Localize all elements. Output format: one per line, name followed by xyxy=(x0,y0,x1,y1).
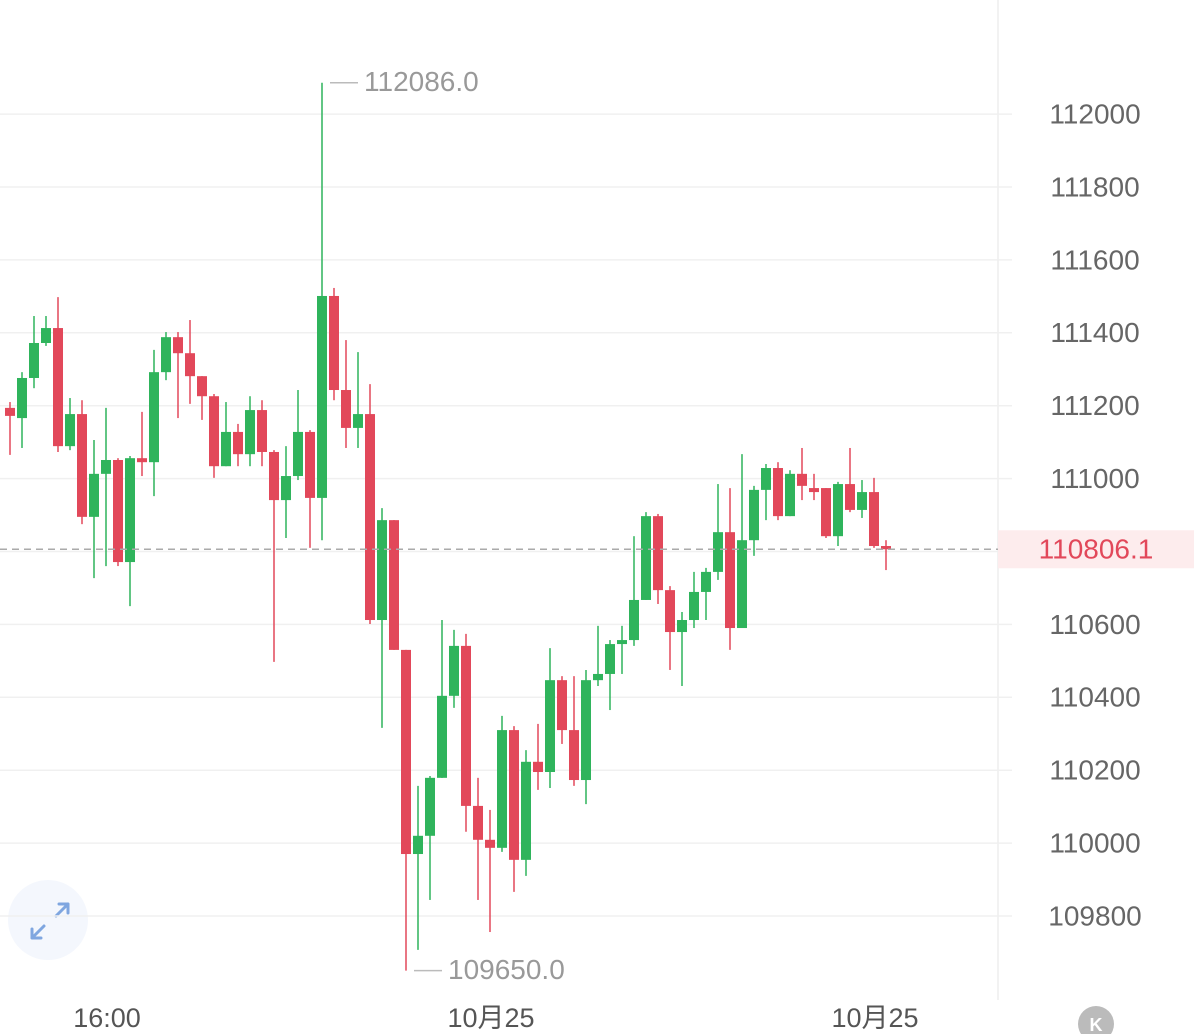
candle-body xyxy=(761,468,771,490)
candle-body xyxy=(581,680,591,781)
candle-body xyxy=(41,328,51,343)
candle-body xyxy=(401,649,411,855)
expand-button[interactable] xyxy=(8,880,88,960)
last-price-label: 110806.1 xyxy=(1039,534,1154,565)
candle-body xyxy=(605,644,615,674)
candle-body xyxy=(677,620,687,633)
y-tick-label: 110000 xyxy=(1049,827,1140,858)
candle-body xyxy=(821,488,831,537)
y-tick-label: 110200 xyxy=(1049,755,1140,786)
candle-body xyxy=(53,328,63,447)
candle-body xyxy=(725,532,735,629)
candle-body xyxy=(545,680,555,773)
candle-body xyxy=(689,591,699,621)
candle-body xyxy=(737,540,747,629)
candle-body xyxy=(329,295,339,391)
x-tick-label: 16:00 xyxy=(73,1003,141,1033)
candle-body xyxy=(377,520,387,621)
candle-body xyxy=(773,468,783,517)
y-tick-label: 111800 xyxy=(1050,171,1139,202)
candle-body xyxy=(881,546,891,550)
candle-body xyxy=(797,473,807,486)
candle-body xyxy=(233,431,243,455)
candle-body xyxy=(257,410,267,452)
candle-body xyxy=(5,407,15,416)
y-tick-label: 111200 xyxy=(1050,390,1139,421)
candle-body xyxy=(785,473,795,517)
candle-body xyxy=(341,390,351,428)
candle-body xyxy=(161,337,171,373)
candle-body xyxy=(317,295,327,498)
candle-body xyxy=(653,516,663,591)
candle-body xyxy=(65,414,75,447)
candle-body xyxy=(521,761,531,860)
y-tick-label: 111600 xyxy=(1050,244,1139,275)
candle-body xyxy=(749,489,759,541)
candle-body xyxy=(425,777,435,836)
candle-body xyxy=(869,492,879,547)
badge-text: K xyxy=(1090,1015,1103,1034)
candle-body xyxy=(113,459,123,563)
candle-body xyxy=(665,590,675,633)
candle-body xyxy=(449,645,459,696)
candle-body xyxy=(173,337,183,354)
candle-body xyxy=(569,730,579,781)
plot: 1098001100001102001104001106001108001110… xyxy=(0,66,1194,1033)
candle-body xyxy=(473,805,483,840)
candle-body xyxy=(509,730,519,860)
candle-body xyxy=(713,532,723,572)
candle-body xyxy=(149,372,159,463)
y-tick-label: 112000 xyxy=(1049,98,1140,129)
y-tick-label: 111000 xyxy=(1050,463,1139,494)
candle-body xyxy=(77,414,87,517)
candle-body xyxy=(617,640,627,645)
last-price-box xyxy=(998,530,1194,569)
candle-body xyxy=(89,473,99,517)
candle-body xyxy=(365,414,375,621)
candle-body xyxy=(593,673,603,681)
candle-body xyxy=(437,695,447,778)
candle-body xyxy=(125,458,135,563)
y-tick-label: 110600 xyxy=(1049,609,1140,640)
badge-circle xyxy=(1078,1006,1114,1034)
axis-panel xyxy=(998,0,1194,1034)
y-tick-label: 110400 xyxy=(1049,682,1140,713)
candle-body xyxy=(245,410,255,455)
candle-body xyxy=(641,516,651,600)
annotation-label: 109650.0 xyxy=(448,954,565,985)
candle-body xyxy=(809,488,819,493)
candle-body xyxy=(413,835,423,855)
candle-body xyxy=(389,520,399,650)
candle-body xyxy=(461,645,471,806)
candle-body xyxy=(293,431,303,477)
candle-body xyxy=(197,376,207,397)
candle-body xyxy=(269,451,279,501)
x-tick-label: 10月25 xyxy=(447,1003,534,1033)
y-tick-label: 111400 xyxy=(1050,317,1139,348)
candle-body xyxy=(833,484,843,537)
candle-body xyxy=(533,761,543,773)
x-tick-label: 10月25 xyxy=(831,1003,918,1033)
candle-body xyxy=(101,459,111,474)
candle-body xyxy=(497,730,507,848)
candle-body xyxy=(17,377,27,419)
candle-body xyxy=(629,599,639,641)
candle-body xyxy=(353,414,363,428)
candle-body xyxy=(485,839,495,848)
candle-body xyxy=(557,680,567,731)
candle-body xyxy=(857,492,867,510)
candle-body xyxy=(281,476,291,501)
candle-body xyxy=(185,353,195,377)
candle-body xyxy=(305,431,315,498)
candle-body xyxy=(845,484,855,510)
y-tick-label: 109800 xyxy=(1048,900,1141,931)
candle-body xyxy=(701,571,711,592)
candle-body xyxy=(221,431,231,467)
candle-body xyxy=(29,342,39,378)
annotation-label: 112086.0 xyxy=(364,66,479,97)
candle-body xyxy=(209,396,219,467)
candle-body xyxy=(137,458,147,463)
